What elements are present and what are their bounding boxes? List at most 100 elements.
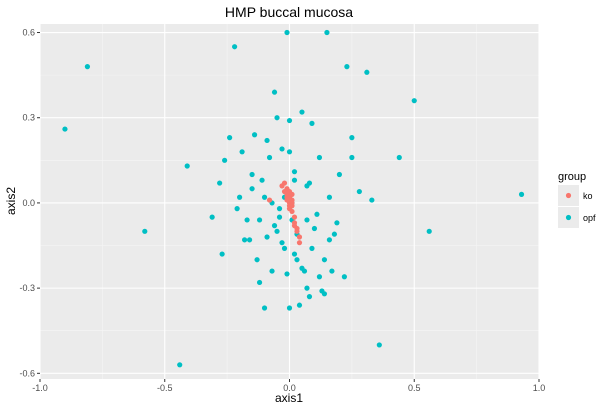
legend-label-ko: ko <box>583 191 593 201</box>
point-opf <box>261 194 268 200</box>
point-opf <box>284 29 290 36</box>
point-opf <box>279 146 285 152</box>
point-opf <box>256 217 263 223</box>
point-opf <box>276 206 283 212</box>
point-opf <box>311 225 318 232</box>
point-opf <box>284 271 290 277</box>
point-opf <box>334 220 340 226</box>
point-opf <box>336 171 342 178</box>
x-tick-label: -1.0 <box>32 383 48 393</box>
point-opf <box>326 194 333 200</box>
x-axis-ticks: -1.0 -0.5 0.0 0.5 1.0 <box>32 379 545 393</box>
legend: group ko opf <box>558 171 596 228</box>
point-ko <box>266 197 273 203</box>
point-opf <box>264 234 270 240</box>
point-ko <box>279 183 285 189</box>
point-opf <box>232 44 238 50</box>
point-ko <box>286 203 293 209</box>
chart-title: HMP buccal mucosa <box>225 4 353 20</box>
point-opf <box>316 154 323 161</box>
point-opf <box>84 64 91 70</box>
point-opf <box>184 163 190 169</box>
point-opf <box>291 177 298 183</box>
point-opf <box>261 305 268 311</box>
point-opf <box>309 245 315 251</box>
point-opf <box>244 217 250 223</box>
x-tick-label: 0.5 <box>408 383 421 393</box>
point-opf <box>246 237 253 243</box>
x-tick-label: 0.0 <box>283 383 296 393</box>
legend-key-ko <box>565 192 572 199</box>
point-opf <box>296 302 303 308</box>
point-opf <box>411 98 417 104</box>
point-opf <box>177 362 183 368</box>
y-axis-title: axis2 <box>4 187 18 215</box>
legend-title: group <box>558 171 586 183</box>
point-opf <box>241 237 248 243</box>
point-opf <box>281 245 288 251</box>
legend-label-opf: opf <box>583 213 596 223</box>
point-opf <box>269 268 275 274</box>
point-opf <box>299 109 305 115</box>
point-opf <box>286 149 293 155</box>
point-opf <box>219 251 225 257</box>
y-tick-label: -0.3 <box>19 283 35 293</box>
point-opf <box>249 171 255 178</box>
point-opf <box>256 279 263 286</box>
y-tick-label: -0.6 <box>19 368 35 378</box>
point-opf <box>276 214 283 220</box>
point-opf <box>274 115 280 121</box>
point-opf <box>376 342 382 348</box>
point-opf <box>349 154 355 161</box>
point-ko <box>289 208 295 215</box>
point-opf <box>331 231 338 237</box>
point-opf <box>286 305 293 311</box>
point-opf <box>301 268 308 274</box>
point-opf <box>217 180 223 186</box>
x-axis-title: axis1 <box>275 391 303 405</box>
point-opf <box>294 257 300 263</box>
point-opf <box>251 132 258 138</box>
point-opf <box>304 217 310 223</box>
point-opf <box>237 194 243 200</box>
point-opf <box>291 251 298 257</box>
point-ko <box>296 234 303 240</box>
y-axis-ticks: -0.6 -0.3 0.0 0.3 0.6 <box>19 28 40 378</box>
y-tick-label: 0.6 <box>22 28 35 38</box>
point-opf <box>279 240 285 246</box>
point-opf <box>518 191 525 197</box>
point-opf <box>249 186 255 192</box>
point-opf <box>264 137 270 144</box>
point-opf <box>321 291 328 297</box>
point-opf <box>321 257 328 263</box>
legend-key-opf <box>565 214 572 221</box>
point-ko <box>284 197 290 203</box>
point-opf <box>369 197 375 203</box>
point-opf <box>344 64 350 70</box>
point-opf <box>254 257 260 263</box>
point-ko <box>291 214 298 220</box>
point-opf <box>62 126 68 132</box>
point-opf <box>291 169 298 175</box>
point-opf <box>426 228 432 234</box>
point-opf <box>209 214 215 220</box>
point-opf <box>222 157 228 163</box>
data-points <box>62 29 525 368</box>
point-opf <box>324 29 330 36</box>
point-opf <box>266 154 273 161</box>
point-opf <box>306 180 313 186</box>
point-opf <box>356 188 362 195</box>
point-opf <box>304 285 310 291</box>
point-opf <box>306 294 313 300</box>
point-ko <box>294 228 300 234</box>
point-opf <box>234 206 240 212</box>
point-opf <box>396 154 402 161</box>
point-opf <box>316 274 323 280</box>
y-tick-label: 0.0 <box>22 198 35 208</box>
point-opf <box>286 117 293 124</box>
point-opf <box>227 135 233 141</box>
point-opf <box>341 274 347 280</box>
point-opf <box>364 69 370 75</box>
y-tick-label: 0.3 <box>22 113 35 123</box>
